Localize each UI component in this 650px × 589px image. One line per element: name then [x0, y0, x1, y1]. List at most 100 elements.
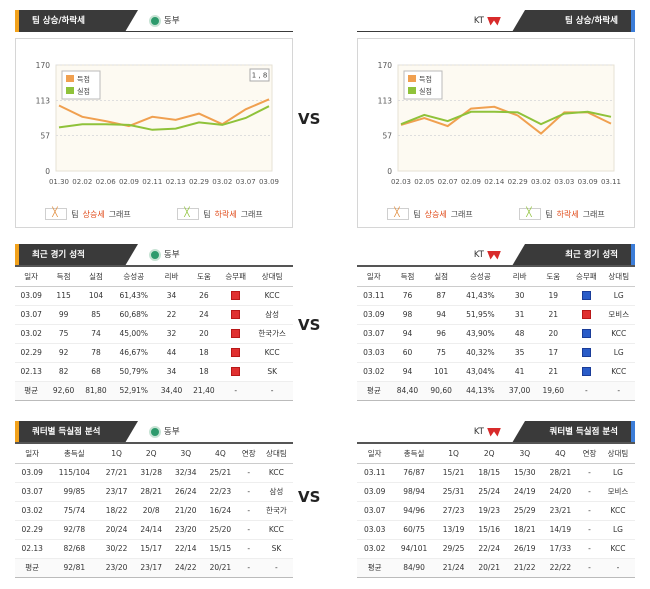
cell-date: 평균 — [357, 557, 393, 578]
cell-q2: 28/21 — [133, 482, 169, 502]
trend-chart-right: 0 57 113 170 02.03 02.05 02.07 02.09 02.14 02.29 0… — [357, 38, 635, 228]
cell-date: 02.13 — [15, 539, 50, 559]
cell-ast: 20 — [536, 324, 571, 344]
cell-pts: 75 — [47, 324, 80, 344]
cell-q3: 26/24 — [168, 482, 204, 502]
table-row: 03.07 94 96 43,90% 48 20 KCC — [357, 324, 635, 344]
table-row: 02.29 92 78 46,67% 44 18 KCC — [15, 343, 293, 363]
average-row: 평균 92,60 81,80 52,91% 34,40 21,40- - — [15, 380, 293, 401]
up-graph-suffix: 그래프 — [108, 209, 131, 219]
column-header: 리바 — [502, 265, 537, 287]
legend-box — [61, 70, 101, 100]
cell-total: 94/101 — [392, 539, 436, 559]
cell-ot: - — [237, 539, 260, 559]
series-line-allowed — [400, 110, 612, 126]
win-badge-icon — [231, 329, 241, 339]
cell-q1: 30/22 — [99, 539, 134, 559]
cell-date: 03.07 — [15, 305, 48, 325]
column-header: 승무패 — [220, 265, 252, 287]
cell-vs: 삼성 — [251, 305, 293, 325]
average-row: 평균 84,40 90,60 44,13% 37,00 19,60- - — [357, 380, 635, 401]
up-graph-word: 상승세 — [82, 209, 105, 219]
cell-q3: 24/22 — [168, 557, 204, 578]
table-row: 02.29 92/78 20/24 24/14 23/20 25/20- KCC — [15, 520, 293, 540]
cell-opp: 94 — [424, 305, 458, 325]
cell-pct: 43,90% — [457, 324, 503, 344]
team-name-right: KT — [473, 427, 484, 437]
cell-ot: - — [578, 557, 601, 578]
cell-date: 03.09 — [357, 305, 391, 325]
cell-vs: - — [259, 557, 293, 578]
column-header: 연장 — [578, 442, 601, 464]
cell-ast: 17 — [536, 343, 571, 363]
win-badge-icon — [231, 367, 241, 377]
column-header: 승성공 — [457, 265, 503, 287]
cell-vs: - — [600, 557, 635, 578]
cell-date: 03.09 — [357, 482, 393, 502]
cell-q2: 22/24 — [471, 539, 507, 559]
x-tick-label: 02.05 — [414, 178, 434, 186]
x-tick-label: 02.11 — [142, 178, 162, 186]
team-label-right: KT — [474, 15, 501, 27]
down-graph-toggle-left[interactable]: 팀 하락세 그래프 — [177, 208, 263, 220]
column-header: 승무패 — [570, 265, 603, 287]
up-graph-checkbox-icon[interactable] — [387, 208, 410, 220]
column-header: 실점 — [424, 265, 458, 287]
cell-pts: 92,60 — [47, 380, 80, 401]
down-graph-checkbox-icon[interactable] — [177, 208, 200, 220]
cell-vs: KCC — [602, 324, 635, 344]
legend-label: 득점 — [419, 76, 432, 84]
cell-pts: 98 — [390, 305, 425, 325]
cell-ot: - — [578, 482, 601, 502]
down-graph-toggle-right[interactable]: 팀 하락세 그래프 — [519, 208, 605, 220]
cell-pct: 60,68% — [112, 305, 156, 325]
trend-title-left: 팀 상승/하락세 — [15, 10, 138, 32]
vs-label-quarter: VS — [298, 488, 321, 506]
series-line-score — [58, 98, 270, 128]
cell-opp: 78 — [79, 343, 113, 363]
cell-opp: 85 — [79, 305, 113, 325]
x-tick-label: 03.09 — [578, 178, 598, 186]
legend-label: 득점 — [77, 76, 90, 84]
cell-result — [570, 305, 603, 325]
cell-vs: 삼성 — [259, 482, 293, 502]
cell-reb: 37,00 — [502, 380, 537, 401]
cell-q1: 18/22 — [99, 501, 134, 521]
up-graph-checkbox-icon[interactable] — [45, 208, 68, 220]
up-graph-toggle-left[interactable]: 팀 상승세 그래프 — [45, 208, 131, 220]
cell-vs: KCC — [251, 343, 293, 363]
cell-ot: - — [237, 501, 260, 521]
cell-pct: 45,00% — [112, 324, 156, 344]
down-graph-checkbox-icon[interactable] — [519, 208, 542, 220]
cell-pts: 92 — [47, 343, 80, 363]
cell-reb: 41 — [502, 362, 537, 382]
x-tick-label: 02.14 — [484, 178, 505, 186]
column-header: 일자 — [15, 442, 50, 464]
vs-label-recent: VS — [298, 316, 321, 334]
table-row: 03.11 76 87 41,43% 30 19 LG — [357, 286, 635, 306]
recent-panel-left: 최근 경기 성적 동부 일자 득점 실점 승성공 리바 도움 승무패 상대팀 03.09 115… — [15, 244, 293, 404]
kt-logo-icon — [487, 427, 501, 437]
recent-table-body: 03.11 76 87 41,43% 30 19 LG 03.09 98 94 51,95% 31 21… — [357, 286, 635, 401]
cell-q4: 22/23 — [203, 482, 238, 502]
down-graph-prefix: 팀 — [203, 209, 211, 219]
team-name-right: KT — [473, 16, 484, 26]
cell-pts: 60 — [390, 343, 425, 363]
cell-q4: 14/19 — [542, 520, 579, 540]
cell-ast: 19,60 — [536, 380, 571, 401]
team-name-left: 동부 — [164, 250, 180, 260]
quarter-title-left: 쿼터별 득실점 분석 — [15, 421, 138, 443]
column-header: 3Q — [168, 442, 204, 464]
cell-reb: 44 — [155, 343, 188, 363]
cell-result — [220, 286, 252, 306]
x-tick-label: 03.07 — [236, 178, 256, 186]
cell-result: - — [220, 380, 252, 401]
cell-date: 03.02 — [357, 539, 393, 559]
up-graph-toggle-right[interactable]: 팀 상승세 그래프 — [387, 208, 473, 220]
cell-reb: 22 — [155, 305, 188, 325]
cell-date: 02.13 — [15, 362, 48, 382]
cell-q3: 22/14 — [168, 539, 204, 559]
table-row: 03.02 75 74 45,00% 32 20 한국가스 — [15, 324, 293, 344]
